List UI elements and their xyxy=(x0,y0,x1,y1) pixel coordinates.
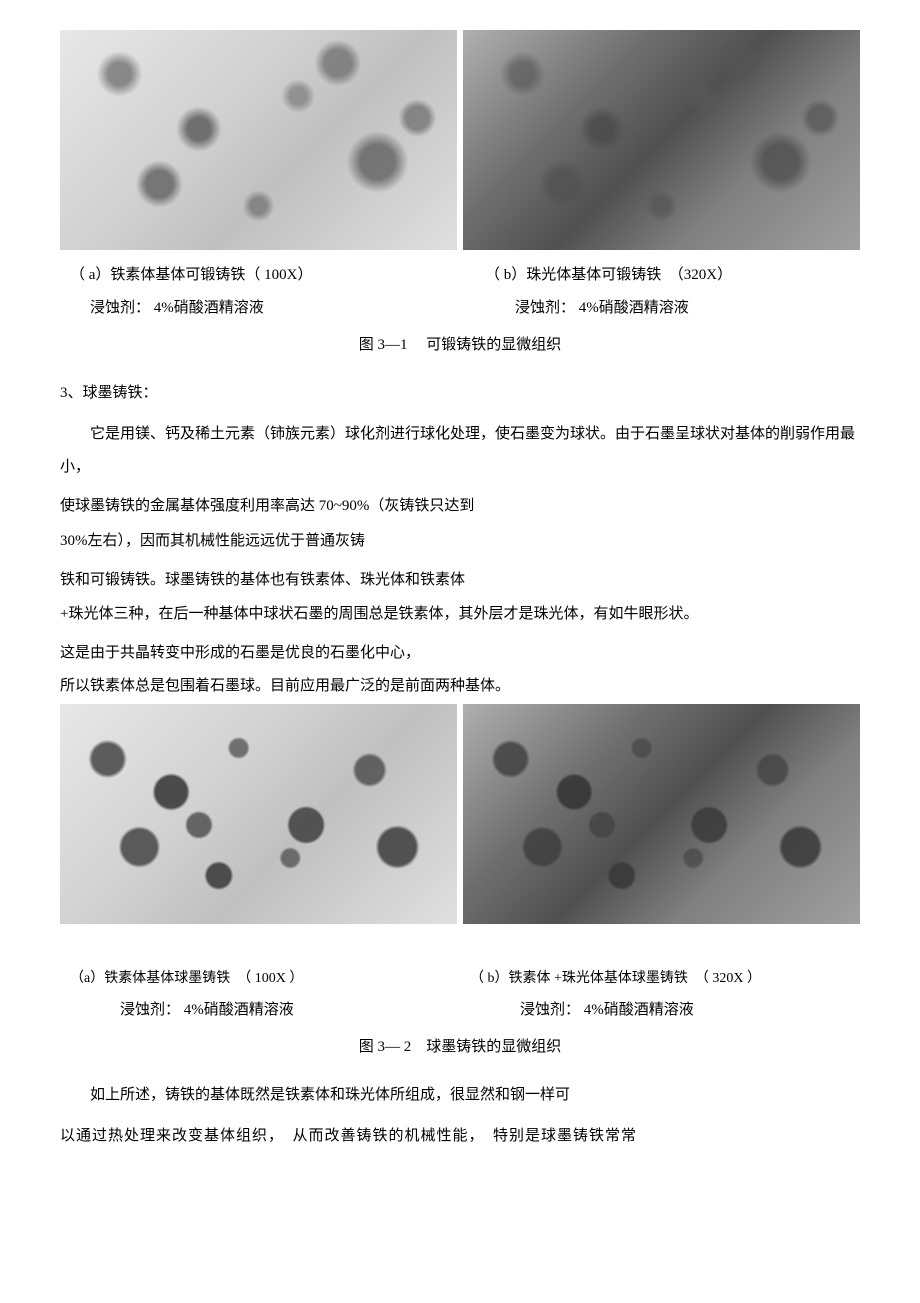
section-3-para-4: 铁和可锻铸铁。球墨铸铁的基体也有铁素体、珠光体和铁素体 xyxy=(60,566,860,595)
figure-3-2-etchants: 浸蚀剂： 4%硝酸酒精溶液 浸蚀剂： 4%硝酸酒精溶液 xyxy=(60,997,860,1024)
figure-3-2-captions: （a）铁素体基体球墨铸铁 （ 100X ） （ b）铁素体 +珠光体基体球墨铸铁… xyxy=(60,966,860,991)
figure-3-1-etchant-a: 浸蚀剂： 4%硝酸酒精溶液 xyxy=(60,295,435,322)
figure-3-1-caption-a: （ a）铁素体基体可锻铸铁（ 100X） xyxy=(60,262,445,289)
section-3-heading: 3、球墨铸铁： xyxy=(60,377,860,410)
spacer xyxy=(60,936,860,966)
figure-3-2-images xyxy=(60,704,860,924)
closing-para-1: 如上所述，铸铁的基体既然是铁素体和珠光体所组成，很显然和钢一样可 xyxy=(60,1079,860,1112)
section-3-para-6: 这是由于共晶转变中形成的石墨是优良的石墨化中心， xyxy=(60,639,860,668)
figure-3-2-title: 图 3— 2 球墨铸铁的显微组织 xyxy=(60,1034,860,1061)
figure-3-1-title: 图 3—1 可锻铸铁的显微组织 xyxy=(60,332,860,359)
figure-3-2-image-b xyxy=(463,704,860,924)
figure-3-2-caption-b: （ b）铁素体 +珠光体基体球墨铸铁 （ 320X ） xyxy=(460,966,860,991)
figure-3-2-etchant-b: 浸蚀剂： 4%硝酸酒精溶液 xyxy=(460,997,860,1024)
figure-3-1-captions: （ a）铁素体基体可锻铸铁（ 100X） （ b）珠光体基体可锻铸铁 （320X… xyxy=(60,262,860,289)
figure-3-1-images xyxy=(60,30,860,250)
section-3-para-1: 它是用镁、钙及稀土元素（铈族元素）球化剂进行球化处理，使石墨变为球状。由于石墨呈… xyxy=(60,418,860,484)
closing-para-2: 以通过热处理来改变基体组织， 从而改善铸铁的机械性能， 特别是球墨铸铁常常 xyxy=(60,1120,860,1153)
figure-3-1-etchant-b: 浸蚀剂： 4%硝酸酒精溶液 xyxy=(435,295,860,322)
figure-3-1-image-a xyxy=(60,30,457,250)
figure-3-2-image-a xyxy=(60,704,457,924)
section-3-para-2: 使球墨铸铁的金属基体强度利用率高达 70~90%（灰铸铁只达到 xyxy=(60,492,860,521)
section-3-para-5: +珠光体三种，在后一种基体中球状石墨的周围总是铁素体，其外层才是珠光体，有如牛眼… xyxy=(60,598,860,631)
figure-3-1-etchants: 浸蚀剂： 4%硝酸酒精溶液 浸蚀剂： 4%硝酸酒精溶液 xyxy=(60,295,860,322)
figure-3-1-image-b xyxy=(463,30,860,250)
figure-3-2-caption-a: （a）铁素体基体球墨铸铁 （ 100X ） xyxy=(60,966,460,991)
figure-3-2-etchant-a: 浸蚀剂： 4%硝酸酒精溶液 xyxy=(60,997,460,1024)
section-3-para-7: 所以铁素体总是包围着石墨球。目前应用最广泛的是前面两种基体。 xyxy=(60,672,860,701)
section-3-para-3: 30%左右），因而其机械性能远远优于普通灰铸 xyxy=(60,525,860,558)
figure-3-1-caption-b: （ b）珠光体基体可锻铸铁 （320X） xyxy=(445,262,860,289)
